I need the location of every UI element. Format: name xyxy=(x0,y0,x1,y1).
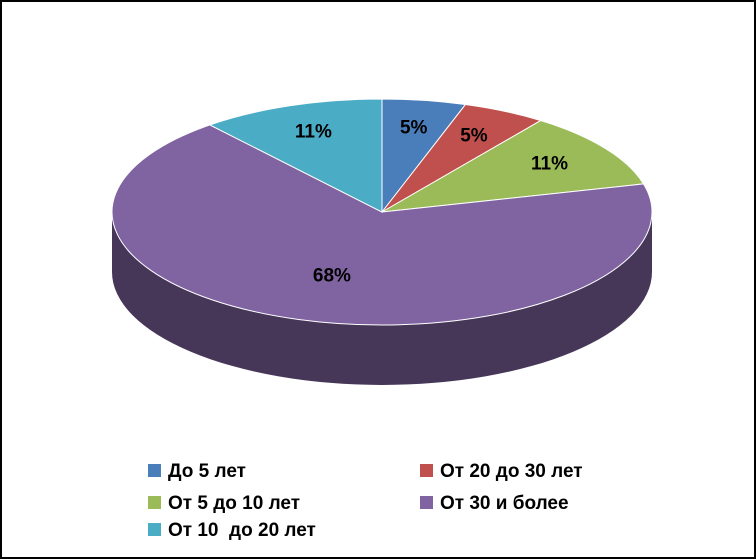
pie: 5% 5% 11% 68% 11% xyxy=(111,98,653,385)
data-label: 68% xyxy=(313,265,351,286)
data-label: 11% xyxy=(295,121,332,142)
pie-slice xyxy=(111,124,653,326)
data-label: 5% xyxy=(400,117,428,138)
pie-side xyxy=(112,212,652,385)
data-label: 5% xyxy=(460,126,488,147)
legend-swatch xyxy=(148,464,161,477)
legend-label: От 5 до 10 лет xyxy=(168,493,300,514)
legend-swatch xyxy=(148,496,161,509)
legend-swatch xyxy=(420,464,433,477)
pie-slice xyxy=(381,120,645,213)
legend-label: От 20 до 30 лет xyxy=(440,461,583,482)
data-label: 11% xyxy=(531,153,568,174)
legend: До 5 лет От 20 до 30 лет От 5 до 10 лет От … xyxy=(148,461,583,541)
legend-label: От 10 до 20 лет xyxy=(168,520,316,541)
legend-label: От 30 и более xyxy=(440,493,569,514)
legend-swatch xyxy=(420,496,433,509)
pie-slice xyxy=(208,98,383,213)
legend-swatch xyxy=(148,523,161,536)
legend-label: До 5 лет xyxy=(168,461,246,482)
